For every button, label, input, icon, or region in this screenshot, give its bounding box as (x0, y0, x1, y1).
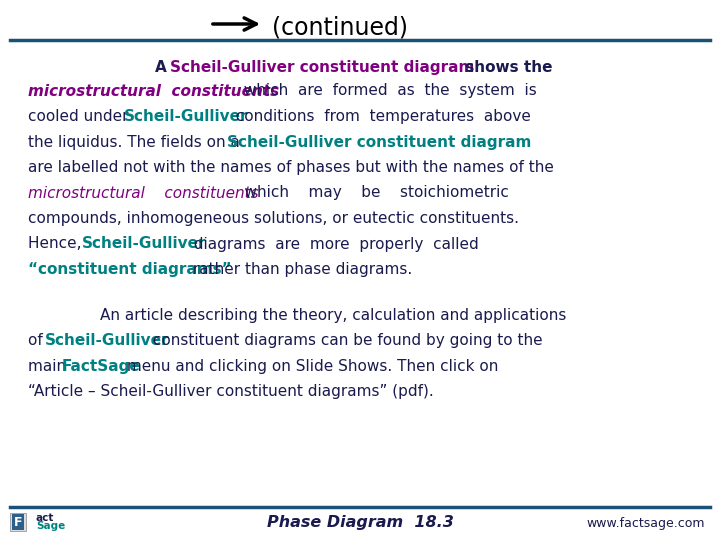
Text: Scheil-Gulliver: Scheil-Gulliver (45, 333, 169, 348)
Text: (continued): (continued) (272, 16, 408, 40)
Text: which  are  formed  as  the  system  is: which are formed as the system is (234, 84, 536, 98)
Text: Hence,: Hence, (28, 237, 91, 252)
Text: “constituent diagrams”: “constituent diagrams” (28, 262, 232, 277)
Text: menu and clicking on Slide Shows. Then click on: menu and clicking on Slide Shows. Then c… (122, 359, 498, 374)
FancyBboxPatch shape (10, 513, 26, 531)
Text: diagrams  are  more  properly  called: diagrams are more properly called (184, 237, 479, 252)
Text: are labelled not with the names of phases but with the names of the: are labelled not with the names of phase… (28, 160, 554, 175)
Text: An article describing the theory, calculation and applications: An article describing the theory, calcul… (100, 308, 567, 323)
Text: Scheil-Gulliver: Scheil-Gulliver (124, 109, 248, 124)
Text: microstructural  constituents: microstructural constituents (28, 84, 279, 98)
Text: A: A (155, 60, 172, 75)
Text: Scheil-Gulliver constituent diagram: Scheil-Gulliver constituent diagram (227, 134, 531, 150)
Text: conditions  from  temperatures  above: conditions from temperatures above (226, 109, 531, 124)
Text: Phase Diagram  18.3: Phase Diagram 18.3 (266, 516, 454, 530)
Text: Scheil-Gulliver constituent diagram: Scheil-Gulliver constituent diagram (170, 60, 474, 75)
Text: “Article – Scheil-Gulliver constituent diagrams” (pdf).: “Article – Scheil-Gulliver constituent d… (28, 384, 433, 400)
Text: rather than phase diagrams.: rather than phase diagrams. (188, 262, 413, 277)
Text: Sage: Sage (36, 521, 66, 531)
Text: microstructural    constituents: microstructural constituents (28, 186, 258, 200)
Text: F: F (14, 516, 22, 529)
Text: the liquidus. The fields on a: the liquidus. The fields on a (28, 134, 245, 150)
Text: FactSage: FactSage (62, 359, 140, 374)
Text: act: act (36, 513, 55, 523)
Text: constituent diagrams can be found by going to the: constituent diagrams can be found by goi… (148, 333, 543, 348)
Text: compounds, inhomogeneous solutions, or eutectic constituents.: compounds, inhomogeneous solutions, or e… (28, 211, 519, 226)
Text: shows the: shows the (460, 60, 552, 75)
Text: which    may    be    stoichiometric: which may be stoichiometric (225, 186, 509, 200)
Text: www.factsage.com: www.factsage.com (587, 516, 705, 530)
Text: cooled under: cooled under (28, 109, 133, 124)
Text: of: of (28, 333, 48, 348)
Text: main: main (28, 359, 71, 374)
Text: Scheil-Gulliver: Scheil-Gulliver (82, 237, 207, 252)
